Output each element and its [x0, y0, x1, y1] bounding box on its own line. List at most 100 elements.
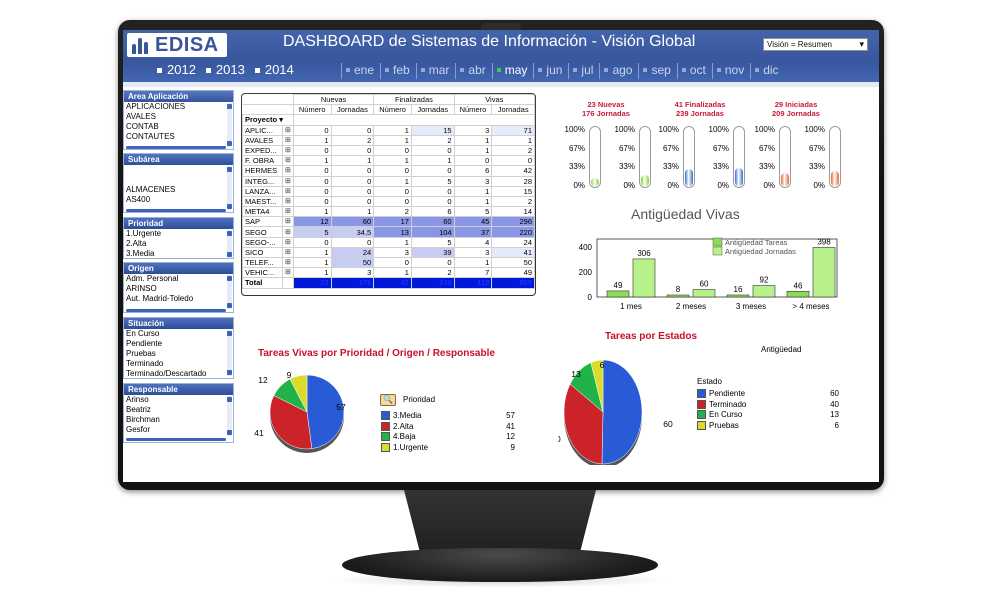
filter-item[interactable]: CONTAUTES	[126, 132, 175, 141]
filter-item[interactable]: APLICACIONES	[126, 102, 186, 111]
month-ago[interactable]: ago	[599, 63, 638, 79]
expand-icon[interactable]: ⊞	[282, 165, 294, 177]
table-cell: 3	[453, 246, 493, 259]
filter-item[interactable]: Beatriz	[126, 405, 151, 414]
gauge-tick: 67%	[662, 143, 679, 153]
month-ene[interactable]: ene	[341, 63, 380, 79]
filter-item[interactable]: Birchman	[126, 415, 160, 424]
filter-item[interactable]: 1.Urgente	[126, 229, 162, 238]
filter-item[interactable]: Pruebas	[126, 349, 156, 358]
filter-item[interactable]: AVALES	[126, 112, 156, 121]
filter-item[interactable]: Aut. Madrid-Toledo	[126, 294, 194, 303]
expand-icon[interactable]: ⊞	[282, 134, 294, 146]
filter-item[interactable]: Terminado	[126, 359, 164, 368]
filter-item[interactable]: Gesfor	[126, 425, 151, 434]
table-cell: 0	[373, 144, 412, 157]
expand-icon[interactable]: ⊞	[282, 267, 294, 279]
expand-icon[interactable]: ⊞	[282, 206, 294, 218]
project-name[interactable]: APLIC...	[242, 124, 283, 136]
filter-item[interactable]: 3.Media	[126, 249, 155, 258]
scrollbar[interactable]	[227, 275, 232, 309]
project-name[interactable]: SEGO	[242, 226, 283, 238]
filter-item[interactable]: AS400	[126, 195, 151, 204]
project-name[interactable]: AVALES	[242, 134, 283, 146]
expand-icon[interactable]: ⊞	[282, 246, 294, 259]
year-2013[interactable]: 2013	[204, 62, 245, 77]
row-header-proyecto[interactable]: Proyecto ▾	[242, 114, 294, 126]
project-name[interactable]: TELEF...	[242, 256, 283, 269]
month-jun[interactable]: jun	[533, 63, 568, 79]
expand-icon[interactable]: ⊞	[282, 155, 294, 167]
hscrollbar[interactable]	[126, 209, 226, 212]
gauge-tick: 100%	[754, 125, 775, 134]
total-row: Total 23 176 41 239 119 855	[242, 277, 535, 289]
hscrollbar[interactable]	[126, 438, 226, 441]
filter-item[interactable]: ARINSO	[126, 284, 157, 293]
month-mar[interactable]: mar	[415, 63, 456, 79]
expand-icon[interactable]: ⊞	[282, 144, 294, 157]
scrollbar[interactable]	[227, 330, 232, 376]
month-dic[interactable]: dic	[750, 63, 784, 79]
month-jul[interactable]: jul	[568, 63, 599, 79]
antiguedad-xlabel: Antigüedad	[761, 345, 802, 354]
project-name[interactable]: EXPED...	[242, 144, 283, 157]
filter-item[interactable]: CONTAB	[126, 122, 159, 131]
filter-item[interactable]: En Curso	[126, 329, 160, 338]
filter-item[interactable]: Arinso	[126, 395, 149, 404]
scrollbar[interactable]	[227, 396, 232, 436]
expand-icon[interactable]: ⊞	[282, 256, 294, 269]
filter-item[interactable]: Terminado/Descartado	[126, 369, 207, 378]
gauge-tick: 67%	[808, 143, 825, 153]
expand-icon[interactable]: ⊞	[282, 226, 294, 238]
project-name[interactable]: VEHIC...	[242, 267, 283, 279]
total-cell: 23	[292, 277, 332, 289]
bar-antigüedad-tareas	[666, 294, 690, 298]
hscrollbar[interactable]	[126, 146, 226, 149]
project-name[interactable]: LANZA...	[242, 185, 283, 197]
gauge-label-2: 176 Jornadas	[582, 109, 630, 118]
scrollbar[interactable]	[227, 103, 232, 147]
project-name[interactable]: HERMES	[242, 165, 283, 177]
year-2012[interactable]: 2012	[155, 62, 196, 77]
year-2014[interactable]: 2014	[253, 62, 294, 77]
table-cell: 0	[330, 195, 375, 208]
scrollbar[interactable]	[227, 230, 232, 258]
bar-value-label: 398	[817, 237, 831, 246]
filter-title: Responsable	[124, 384, 233, 395]
project-name[interactable]: INTEG...	[242, 175, 283, 187]
project-name[interactable]: MAEST...	[242, 195, 283, 208]
filter-item[interactable]: ALMACENES	[126, 185, 176, 194]
month-feb[interactable]: feb	[380, 63, 416, 79]
filter-area-aplicacion: Area Aplicación APLICACIONES AVALES CONTAB…	[123, 90, 234, 150]
expand-icon[interactable]: ⊞	[282, 236, 294, 248]
filter-item[interactable]: 2.Alta	[126, 239, 147, 248]
hscrollbar[interactable]	[126, 309, 226, 312]
project-name[interactable]: F. OBRA	[242, 155, 283, 167]
scrollbar[interactable]	[227, 166, 232, 210]
gauge-fill	[685, 169, 693, 186]
gauge-tick: 33%	[568, 162, 585, 171]
expand-icon[interactable]: ⊞	[282, 185, 294, 197]
expand-icon[interactable]: ⊞	[282, 216, 294, 228]
table-row: F. OBRA ⊞ 1 1 1 1 0 0	[242, 155, 535, 167]
table-cell: 3	[453, 124, 493, 136]
project-name[interactable]: SAP	[242, 216, 283, 228]
filter-item[interactable]: Pendiente	[126, 339, 163, 348]
filter-item[interactable]: Adm. Personal	[126, 274, 179, 283]
month-abr[interactable]: abr	[455, 63, 491, 79]
table-cell: 1	[292, 155, 332, 167]
month-may[interactable]: may	[491, 63, 534, 79]
month-oct[interactable]: oct	[676, 63, 712, 79]
month-sep[interactable]: sep	[638, 63, 676, 79]
expand-icon[interactable]: ⊞	[282, 124, 294, 136]
project-name[interactable]: META4	[242, 206, 283, 218]
expand-icon[interactable]: ⊞	[282, 195, 294, 208]
view-select[interactable]: Visión = Resumen	[763, 38, 868, 51]
project-name[interactable]: SICO	[242, 246, 283, 259]
monitor-neck	[404, 490, 596, 550]
expand-icon[interactable]: ⊞	[282, 175, 294, 187]
month-nov[interactable]: nov	[711, 63, 750, 79]
table-row: META4 ⊞ 1 1 2 6 5 14	[242, 206, 535, 218]
project-name[interactable]: SEGO-...	[242, 236, 283, 248]
search-icon[interactable]: 🔍	[380, 394, 396, 406]
